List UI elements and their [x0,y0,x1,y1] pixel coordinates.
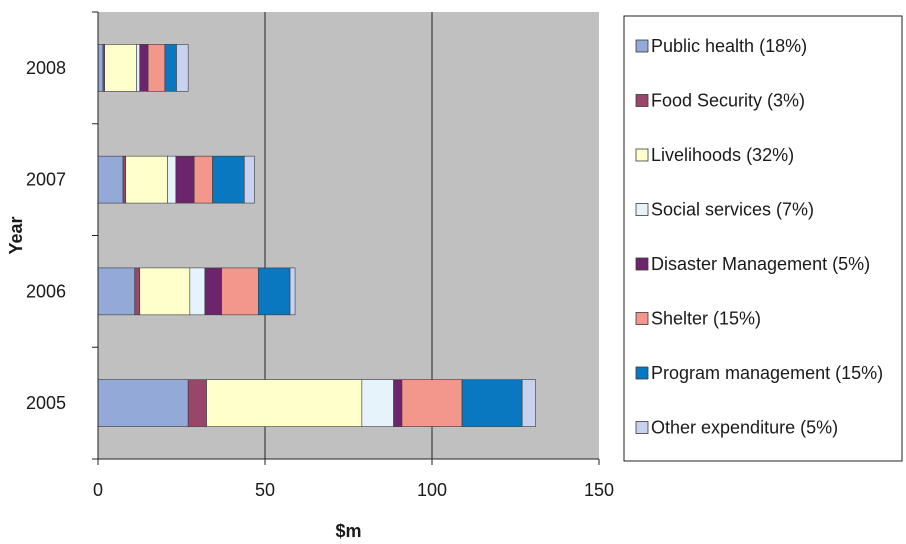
bar-segment [289,267,296,316]
legend-swatch [635,148,649,162]
bar-segment [401,379,463,427]
legend-swatch [635,257,649,271]
x-tick-label: 0 [93,480,103,500]
legend-swatch [635,39,649,53]
legend-swatch [635,312,649,325]
legend-swatch [635,94,649,107]
bar-segment [136,44,141,92]
legend-label: Program management (15%) [651,363,883,383]
bar-segment [221,267,259,316]
legend-swatch [635,421,649,434]
bar-segment [125,155,168,204]
bar-segment [139,267,191,316]
bar-segment [139,44,149,92]
bar-segment [164,44,177,92]
y-tick-label: 2005 [26,393,66,413]
x-tick-label: 100 [417,480,447,500]
y-tick-label: 2007 [26,170,66,190]
legend-label: Other expenditure (5%) [651,418,838,438]
y-tick-label: 2008 [26,58,66,78]
bar-segment [206,379,363,427]
legend-label: Food Security (3%) [651,91,805,111]
legend-swatch [635,203,649,216]
bar-segment [97,44,104,92]
bar-segment [204,267,222,316]
legend-swatch [635,366,649,380]
legend-label: Livelihoods (32%) [651,145,794,165]
legend-label: Shelter (15%) [651,309,761,329]
bar-segment [461,379,523,427]
bar-segment [175,155,195,204]
bar-segment [361,379,394,427]
bar-segment [193,155,213,204]
bar-segment [393,379,403,427]
bar-segment [122,155,127,204]
bar-segment [187,379,207,427]
x-tick-label: 50 [255,480,275,500]
bar-segment [97,267,136,316]
bar-segment [243,155,255,204]
legend: Public health (18%) Food Security (3%) Liv… [623,15,903,462]
bar-segment [176,44,189,92]
bar-segment [258,267,291,316]
bar-segment [212,155,245,204]
legend-box [623,15,903,462]
bar-segment [97,379,189,427]
bar-segment [104,44,137,92]
bars [97,44,536,427]
bar-segment [134,267,141,316]
y-axis-title: Year [6,216,26,254]
bar-segment [521,379,536,427]
legend-label: Public health (18%) [651,36,807,56]
x-axis-title: $m [335,521,361,541]
bar-segment [189,267,206,316]
bar-segment [167,155,177,204]
legend-label: Social services (7%) [651,200,814,220]
bar-segment [147,44,166,92]
bar-segment [97,155,124,204]
legend-label: Disaster Management (5%) [651,254,870,274]
x-tick-label: 150 [584,480,614,500]
axes: 0 50 100 150 2005 2006 2007 2008 [26,11,614,500]
y-tick-label: 2006 [26,281,66,301]
